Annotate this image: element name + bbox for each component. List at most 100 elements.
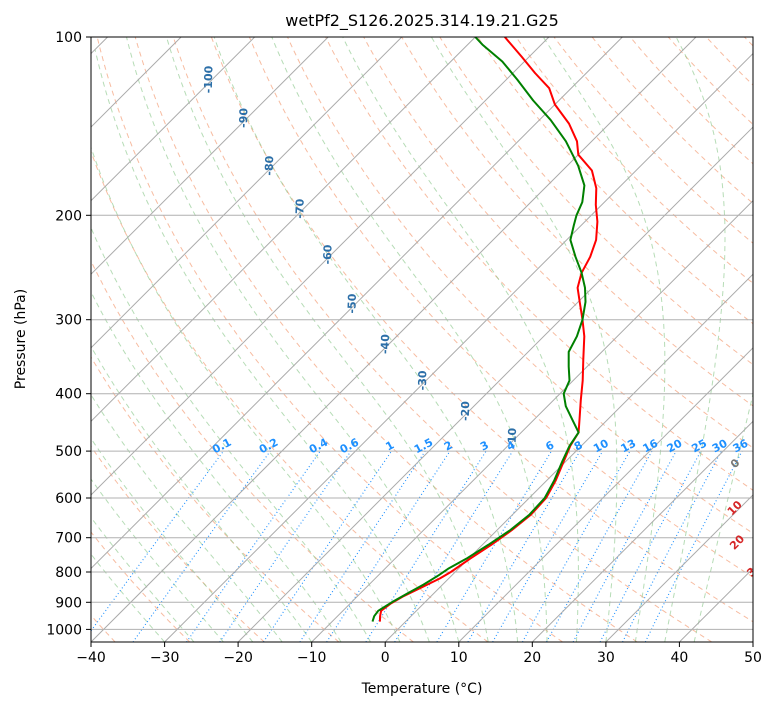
moist-adiabat [91, 145, 401, 642]
y-tick-label: 900 [55, 595, 82, 611]
mixing-ratio-line [299, 450, 426, 642]
moist-adiabat [91, 226, 371, 642]
moist-adiabat [91, 393, 283, 642]
dry-adiabat [248, 37, 753, 578]
mixing-ratio-line [572, 450, 677, 642]
chart-title: wetPf2_S126.2025.314.19.21.G25 [285, 11, 559, 31]
mixing-ratio-line [263, 450, 392, 642]
x-tick-label: 20 [523, 650, 541, 666]
moist-adiabat [91, 478, 224, 642]
isotherm-label: -50 [345, 293, 359, 314]
y-tick-label: 200 [55, 208, 82, 224]
dry-adiabats [91, 37, 753, 642]
isotherm-line [384, 273, 753, 642]
x-tick-label: −20 [223, 650, 253, 666]
dry-adiabat [91, 356, 340, 642]
mixing-ratio-label: 25 [689, 437, 709, 456]
dry-adiabat [401, 37, 753, 407]
y-tick-label: 600 [55, 491, 82, 507]
moist-adiabat [542, 37, 666, 642]
mixing-ratio-label: 10 [591, 437, 611, 456]
isotherm-line [458, 347, 753, 642]
dry-adiabat [515, 37, 753, 284]
dewpoint-profile-line [371, 37, 587, 622]
dry-adiabat [287, 37, 753, 534]
y-tick-label: 1000 [46, 622, 82, 638]
moist-adiabat [430, 37, 618, 642]
moist-adiabat [94, 49, 430, 642]
mixing-ratio-label: 16 [641, 437, 661, 456]
moist-adiabat [91, 437, 254, 642]
mixing-ratio-line [132, 450, 271, 642]
dry-adiabat [172, 37, 713, 642]
mixing-ratio-line [326, 450, 451, 642]
dry-adiabat [91, 150, 489, 642]
mixing-ratio-label: 30 [710, 437, 730, 456]
y-tick-label: 700 [55, 531, 82, 547]
x-axis-ticks: −40 −30 −20 −10 0 10 20 30 40 50 [76, 642, 762, 666]
isotherm-line [311, 199, 753, 642]
x-tick-label: −30 [150, 650, 180, 666]
grid-lines [91, 37, 753, 642]
x-axis-title: Temperature (°C) [361, 681, 483, 697]
isotherm-label: -40 [379, 334, 393, 355]
dry-adiabat [210, 37, 753, 623]
isotherm-line [531, 420, 753, 642]
mixing-ratio-line [365, 450, 487, 642]
moist-adiabat [166, 37, 489, 642]
isotherm-line [237, 126, 753, 642]
mixing-ratio-line [436, 450, 552, 642]
moist-adiabat [271, 37, 548, 642]
isotherm-line [91, 37, 623, 570]
isotherm-line [91, 37, 256, 202]
isotherm-line [605, 494, 753, 642]
y-tick-label: 800 [55, 565, 82, 581]
profile-series [371, 37, 599, 622]
y-axis-ticks: 1000 900 800 700 600 500 400 300 200 100 [46, 30, 91, 638]
isotherm-label: -70 [293, 198, 307, 219]
y-tick-label: 500 [55, 444, 82, 460]
y-tick-label: 100 [55, 30, 82, 46]
mixing-ratio-label: 36 [731, 437, 751, 456]
isotherm-line [91, 37, 403, 349]
isotherm-line [91, 37, 697, 642]
x-tick-label: 40 [670, 650, 688, 666]
plot-frame [90, 36, 754, 643]
x-tick-label: −40 [76, 650, 106, 666]
dry-adiabat [439, 37, 753, 366]
isotherm-line [164, 52, 753, 642]
isotherm-label: -20 [459, 401, 473, 422]
temperature-profile-line [378, 37, 599, 622]
y-tick-label: 400 [55, 387, 82, 403]
mixing-ratio-line [546, 450, 653, 642]
isotherm-label: -60 [321, 244, 335, 265]
mixing-ratio-line [219, 450, 352, 642]
isotherm-label: -100 [202, 65, 216, 93]
isotherm-label: -10 [506, 427, 520, 448]
mixing-ratio-label: 20 [665, 437, 685, 456]
dry-adiabat [91, 445, 265, 642]
x-tick-label: −10 [297, 650, 327, 666]
isotherm-label: -80 [263, 155, 277, 176]
x-tick-label: 50 [744, 650, 762, 666]
x-tick-label: 30 [597, 650, 615, 666]
isotherm-line [91, 37, 476, 423]
y-tick-label: 300 [55, 313, 82, 329]
isotherm-line [91, 37, 550, 496]
x-tick-label: 0 [381, 650, 390, 666]
dry-adiabat [91, 531, 191, 642]
mixing-ratio-line [394, 450, 514, 642]
mixing-ratio-line [599, 450, 702, 642]
mixing-ratio-label: 13 [619, 437, 639, 456]
moist-adiabat [126, 37, 460, 642]
moist-adiabat [91, 553, 165, 642]
moist-adiabat-label: 30 [744, 559, 764, 579]
moist-adiabat [664, 37, 726, 642]
plot-area: -100-90-80-70-60-50-40-30-20-100.1 0.2 0.4… [91, 37, 764, 642]
moist-adiabat [91, 516, 195, 642]
mixing-ratio-line [622, 450, 722, 642]
isotherm-label: -30 [416, 370, 430, 391]
mixing-ratio-lines [91, 450, 743, 642]
mixing-ratio-line [186, 450, 321, 642]
